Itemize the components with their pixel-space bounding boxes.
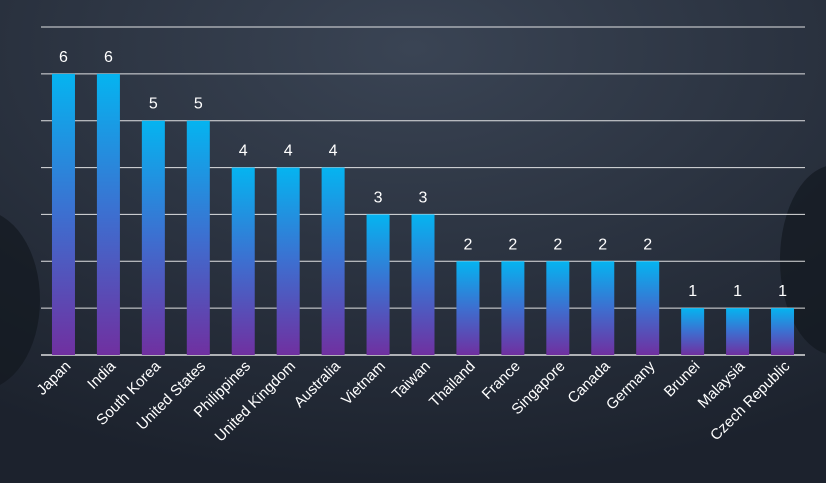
bar — [321, 167, 345, 355]
bar — [456, 261, 480, 355]
data-label: 2 — [463, 236, 472, 253]
background-silhouette-right — [780, 166, 826, 354]
bar — [726, 308, 750, 355]
bar — [366, 214, 390, 355]
data-label: 2 — [598, 236, 607, 253]
bar — [636, 261, 660, 355]
data-label: 3 — [374, 189, 383, 206]
bars — [51, 73, 795, 355]
bar — [96, 73, 120, 355]
bar — [51, 73, 75, 355]
data-label: 6 — [59, 49, 68, 66]
value-labels: 6 6 5 5 4 4 4 3 3 2 2 2 2 2 1 1 1 — [59, 49, 787, 300]
bar — [186, 120, 210, 355]
data-label: 3 — [419, 189, 428, 206]
data-label: 1 — [733, 283, 742, 300]
bar — [591, 261, 615, 355]
data-label: 2 — [553, 236, 562, 253]
data-label: 4 — [239, 143, 248, 160]
bar — [681, 308, 705, 355]
data-label: 1 — [688, 283, 697, 300]
background-silhouette-left — [0, 215, 40, 385]
data-label: 6 — [104, 49, 113, 66]
bar — [231, 167, 255, 355]
bar — [771, 308, 795, 355]
bar — [276, 167, 300, 355]
data-label: 1 — [778, 283, 787, 300]
bar — [411, 214, 435, 355]
data-label: 5 — [149, 96, 158, 113]
bar — [546, 261, 570, 355]
data-label: 2 — [643, 236, 652, 253]
data-label: 4 — [284, 143, 293, 160]
data-label: 2 — [508, 236, 517, 253]
data-label: 4 — [329, 143, 338, 160]
bar — [141, 120, 165, 355]
data-label: 5 — [194, 96, 203, 113]
bar — [501, 261, 525, 355]
